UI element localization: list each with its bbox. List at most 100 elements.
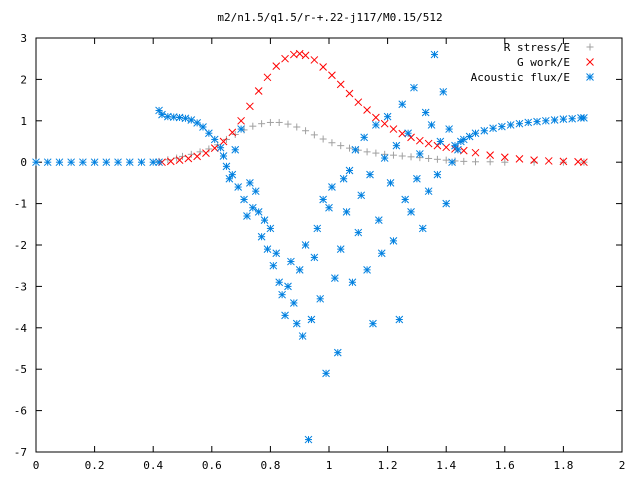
y-tick-label: 3 xyxy=(20,32,27,45)
data-point xyxy=(574,157,582,166)
data-point xyxy=(372,121,380,129)
data-point xyxy=(234,183,243,191)
data-point xyxy=(246,179,254,187)
data-point xyxy=(331,274,339,282)
data-point xyxy=(424,139,433,148)
data-point xyxy=(114,158,122,167)
data-point xyxy=(263,245,272,253)
data-point xyxy=(254,208,263,216)
data-point xyxy=(319,63,327,71)
data-point xyxy=(231,145,240,154)
data-point xyxy=(307,315,316,324)
data-point xyxy=(228,170,237,179)
x-tick-label: 0.6 xyxy=(202,459,222,472)
data-point xyxy=(249,122,257,130)
data-point xyxy=(319,135,327,143)
data-point xyxy=(533,117,541,126)
data-point xyxy=(433,170,442,179)
data-point xyxy=(454,145,462,154)
chart-title: m2/n1.5/q1.5/r-+.22-j117/M0.15/512 xyxy=(217,11,442,24)
y-tick-label: 0 xyxy=(20,156,27,169)
data-point xyxy=(530,156,538,164)
data-point xyxy=(442,156,450,164)
data-point xyxy=(515,119,524,128)
data-point xyxy=(158,110,166,119)
data-point xyxy=(380,154,389,162)
x-tick-label: 2 xyxy=(619,459,626,472)
data-point xyxy=(266,224,275,233)
legend-marker xyxy=(586,73,594,81)
data-point xyxy=(219,137,228,146)
y-tick-label: -7 xyxy=(14,446,27,459)
data-point xyxy=(372,149,380,157)
data-point xyxy=(415,136,424,145)
data-point xyxy=(295,265,304,274)
data-point xyxy=(281,311,289,320)
data-point xyxy=(377,249,386,258)
data-point xyxy=(310,131,318,139)
data-point xyxy=(196,148,204,156)
data-point xyxy=(333,348,342,357)
data-point xyxy=(292,319,301,328)
data-point xyxy=(342,208,351,216)
data-point xyxy=(179,152,186,160)
data-point xyxy=(254,87,263,95)
data-point xyxy=(407,133,415,142)
data-point xyxy=(269,261,278,270)
data-point xyxy=(193,152,202,161)
data-point xyxy=(187,150,195,158)
data-point xyxy=(184,154,193,163)
data-point xyxy=(559,115,568,123)
data-point xyxy=(328,139,336,147)
data-point xyxy=(43,158,52,167)
data-point xyxy=(354,98,363,107)
data-point xyxy=(166,157,175,166)
data-point xyxy=(246,102,254,111)
data-point xyxy=(316,294,325,303)
data-point xyxy=(310,56,319,64)
data-point xyxy=(90,158,99,167)
x-tick-label: 1.2 xyxy=(378,459,398,472)
plot-border xyxy=(35,37,623,453)
x-tick-label: 1 xyxy=(326,459,333,472)
data-point xyxy=(392,141,401,150)
data-point xyxy=(471,129,480,138)
legend-label: Acoustic flux/E xyxy=(471,71,570,84)
data-point xyxy=(404,129,412,138)
y-tick-label: -5 xyxy=(14,363,27,376)
data-point xyxy=(348,278,357,287)
data-point xyxy=(258,120,266,128)
data-point xyxy=(425,154,433,162)
data-point xyxy=(272,249,281,258)
data-point xyxy=(559,157,568,166)
data-point xyxy=(202,149,210,157)
data-point xyxy=(263,73,272,82)
data-point xyxy=(380,119,389,128)
data-point xyxy=(363,106,371,114)
data-point xyxy=(433,155,441,163)
data-point xyxy=(222,135,230,143)
data-point xyxy=(284,282,292,291)
data-point xyxy=(489,124,497,133)
data-point xyxy=(240,195,248,204)
data-point xyxy=(339,174,348,183)
data-point xyxy=(304,435,313,444)
data-point xyxy=(407,153,415,161)
x-tick-label: 1.6 xyxy=(495,459,515,472)
data-point xyxy=(301,51,310,60)
data-point xyxy=(439,87,448,96)
data-point xyxy=(506,121,515,129)
data-point xyxy=(357,191,366,200)
data-point xyxy=(298,332,307,340)
data-point xyxy=(424,187,433,196)
data-point xyxy=(155,106,163,115)
legend-label: R stress/E xyxy=(504,41,570,54)
data-point xyxy=(193,119,202,127)
data-point xyxy=(389,237,398,245)
data-point xyxy=(407,208,415,216)
data-point xyxy=(287,257,295,266)
data-point xyxy=(460,157,468,165)
data-point xyxy=(137,158,146,167)
data-point xyxy=(401,195,410,204)
